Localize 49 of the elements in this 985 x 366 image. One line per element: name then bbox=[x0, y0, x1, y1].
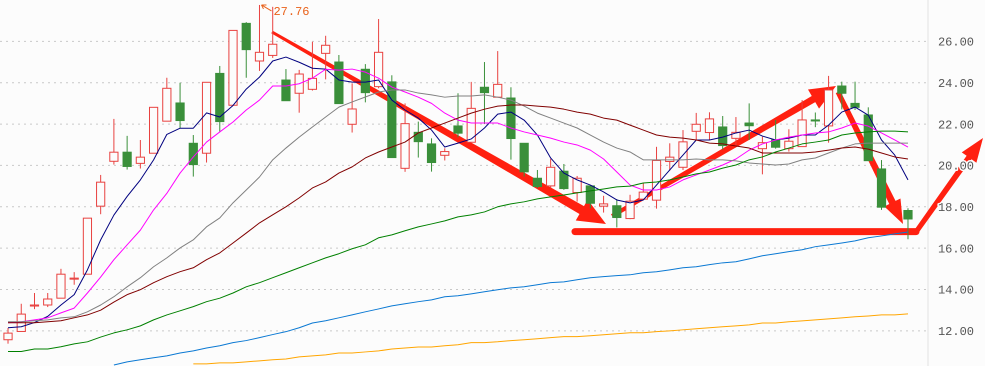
candlestick bbox=[308, 41, 318, 92]
candlestick bbox=[480, 62, 490, 125]
candlestick bbox=[30, 292, 40, 310]
candlestick bbox=[903, 208, 913, 240]
annotation: 27.76 bbox=[273, 4, 310, 19]
candlestick bbox=[810, 112, 820, 128]
candlestick bbox=[109, 118, 118, 166]
candlestick bbox=[43, 292, 52, 308]
candlestick bbox=[598, 195, 608, 214]
candlestick bbox=[96, 174, 106, 215]
candlestick bbox=[136, 139, 145, 170]
candlestick bbox=[122, 135, 132, 170]
candlestick bbox=[3, 327, 13, 344]
line-series bbox=[8, 130, 908, 352]
candlestick bbox=[426, 138, 436, 172]
candlestick bbox=[704, 112, 714, 140]
candlestick bbox=[493, 50, 502, 98]
candlestick bbox=[586, 185, 595, 209]
candlestick bbox=[56, 268, 66, 299]
y-tick-label: 18.00 bbox=[938, 200, 974, 215]
candlestick bbox=[348, 82, 357, 134]
candlestick bbox=[612, 198, 622, 228]
y-tick-label: 24.00 bbox=[938, 76, 974, 91]
candlestick bbox=[718, 116, 728, 150]
y-tick-label: 14.00 bbox=[938, 284, 974, 298]
candlestick bbox=[744, 102, 754, 140]
y-tick-label: 22.00 bbox=[938, 118, 974, 132]
candlestick bbox=[440, 148, 450, 161]
candlestick bbox=[572, 175, 582, 202]
candlestick bbox=[532, 169, 542, 189]
candlestick bbox=[453, 92, 463, 138]
candlestick bbox=[414, 121, 423, 158]
line-series bbox=[192, 313, 908, 364]
candlestick bbox=[321, 35, 330, 80]
candlestick bbox=[294, 69, 304, 114]
candlestick bbox=[559, 163, 568, 190]
candlestick bbox=[70, 272, 79, 286]
candlestick bbox=[546, 158, 556, 189]
candlestick bbox=[837, 81, 846, 110]
candlestick bbox=[281, 68, 291, 102]
y-tick-label: 12.00 bbox=[938, 325, 974, 340]
y-tick-label: 16.00 bbox=[938, 242, 974, 256]
candlestick bbox=[175, 82, 185, 129]
candlestick bbox=[850, 81, 860, 111]
line-series bbox=[113, 232, 908, 366]
candlestick bbox=[692, 112, 701, 140]
candlestick bbox=[188, 134, 198, 178]
y-tick-label: 26.00 bbox=[938, 36, 974, 50]
candlestick bbox=[638, 182, 648, 200]
